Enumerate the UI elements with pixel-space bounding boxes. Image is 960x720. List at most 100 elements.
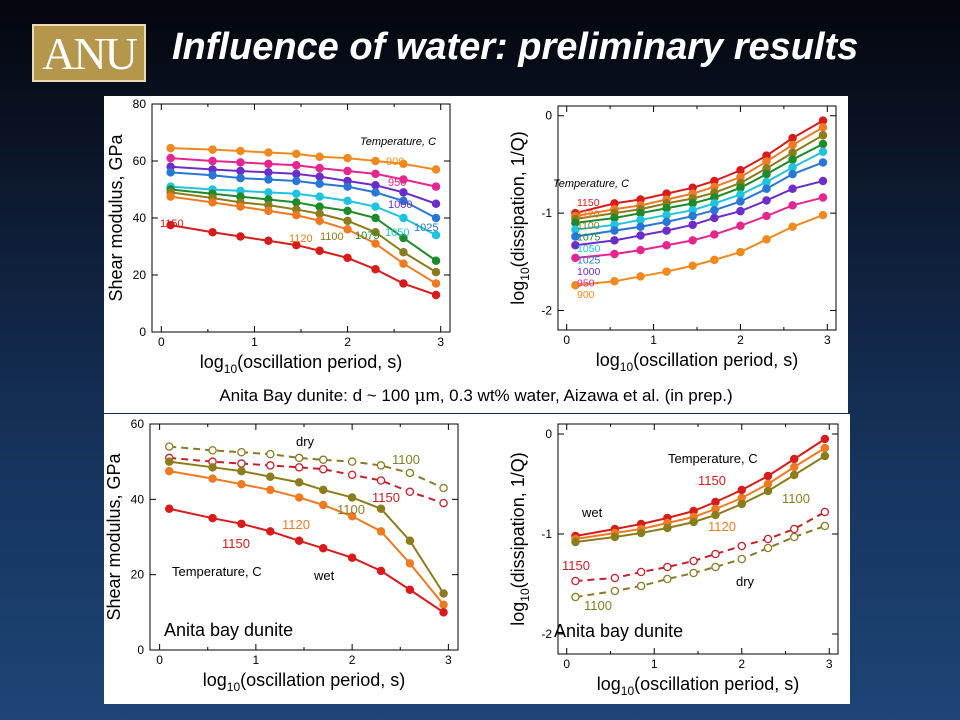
data-point <box>292 210 301 220</box>
data-point <box>688 236 697 245</box>
dry-1100-label: 1100 <box>584 598 612 613</box>
x-tick-label: 1 <box>651 657 658 671</box>
x-tick-label: 0 <box>156 653 163 667</box>
data-point <box>165 442 174 451</box>
wet-1150-label: 1150 <box>698 473 726 488</box>
series-line <box>169 470 445 606</box>
data-point <box>315 192 324 201</box>
data-point <box>788 201 797 210</box>
series-line <box>170 165 437 205</box>
series-line <box>170 188 437 262</box>
data-point <box>347 512 357 521</box>
data-point <box>790 454 799 464</box>
data-point <box>371 188 380 197</box>
data-point <box>371 202 380 211</box>
legend-title: Temperature, C <box>553 178 629 190</box>
series-label-1100: 1100 <box>577 220 600 232</box>
data-point <box>571 241 580 250</box>
data-point <box>439 589 448 598</box>
slide-title: Influence of water: preliminary results <box>172 26 859 68</box>
data-point <box>237 519 246 529</box>
data-point <box>688 199 697 208</box>
data-point <box>371 180 380 190</box>
x-axis-label-subscript: 10 <box>620 360 634 374</box>
shear-modulus-wet-dry-chart: 0 1 2 3 0 20 40 60 log10(oscillation period, s) S… <box>104 417 459 694</box>
data-point <box>762 157 771 166</box>
data-point <box>343 253 352 263</box>
series-label-1025: 1025 <box>414 222 438 234</box>
y-axis-label: Shear modulus, GPa <box>104 452 124 620</box>
data-point <box>689 556 698 566</box>
data-point <box>208 198 217 207</box>
x-axis-label-suffix: (oscillation period, s) <box>634 674 799 694</box>
data-point <box>236 173 245 183</box>
x-axis-label-suffix: (oscillation period, s) <box>237 352 402 372</box>
x-axis-label-prefix: log <box>596 350 620 370</box>
data-point <box>371 227 380 237</box>
data-point <box>818 210 828 220</box>
data-point <box>318 455 328 465</box>
data-point <box>662 226 671 235</box>
dry-1150-label: 1150 <box>372 490 400 505</box>
data-point <box>431 279 441 288</box>
data-point <box>343 153 352 163</box>
data-point <box>662 217 671 227</box>
y-axis-label-subscript: 10 <box>518 267 532 281</box>
data-point <box>264 175 273 184</box>
data-point <box>347 553 357 562</box>
data-point <box>788 133 797 143</box>
series-line <box>170 171 437 219</box>
data-point <box>763 486 773 496</box>
data-point <box>610 249 619 259</box>
data-point <box>399 188 408 197</box>
data-point <box>236 166 245 176</box>
data-point <box>208 463 217 472</box>
data-point <box>571 576 580 586</box>
data-point <box>399 247 408 257</box>
data-point <box>662 267 671 276</box>
data-point <box>431 256 441 265</box>
series-line <box>575 447 826 540</box>
data-point <box>431 267 441 277</box>
data-point <box>431 182 441 191</box>
y-tick-label: 0 <box>545 427 552 441</box>
data-point <box>347 493 357 502</box>
data-point <box>343 225 352 234</box>
x-axis-label: log10(oscillation period, s) <box>597 674 799 698</box>
x-axis-label-suffix: (oscillation period, s) <box>240 670 405 690</box>
x-tick-label: 1 <box>650 333 657 347</box>
wet-label: wet <box>581 505 603 520</box>
anu-logo: ANU <box>32 24 146 82</box>
series-line <box>575 511 826 582</box>
data-point <box>343 196 352 206</box>
data-point <box>762 211 771 221</box>
data-point <box>236 146 245 156</box>
data-point <box>376 476 386 485</box>
y-tick-label: 20 <box>133 268 147 282</box>
data-point <box>710 230 719 239</box>
series-line <box>169 460 445 595</box>
data-point <box>818 116 828 125</box>
x-tick-label: 3 <box>437 335 444 349</box>
data-point <box>399 175 408 184</box>
data-point <box>736 183 745 193</box>
data-point <box>820 451 830 461</box>
data-point <box>736 206 745 216</box>
data-point <box>571 537 580 547</box>
data-point <box>663 574 672 584</box>
data-point <box>371 239 380 248</box>
x-tick-label: 2 <box>344 335 351 349</box>
data-point <box>315 172 324 181</box>
data-point <box>371 213 380 223</box>
data-point <box>315 209 324 218</box>
x-tick-label: 3 <box>826 657 833 671</box>
data-point <box>571 280 580 290</box>
data-point <box>788 140 797 150</box>
series-label-1100: 1100 <box>320 231 344 243</box>
data-point <box>688 211 697 221</box>
series-line <box>170 147 437 171</box>
y-tick-label: 40 <box>131 492 145 506</box>
series-line <box>575 525 826 598</box>
